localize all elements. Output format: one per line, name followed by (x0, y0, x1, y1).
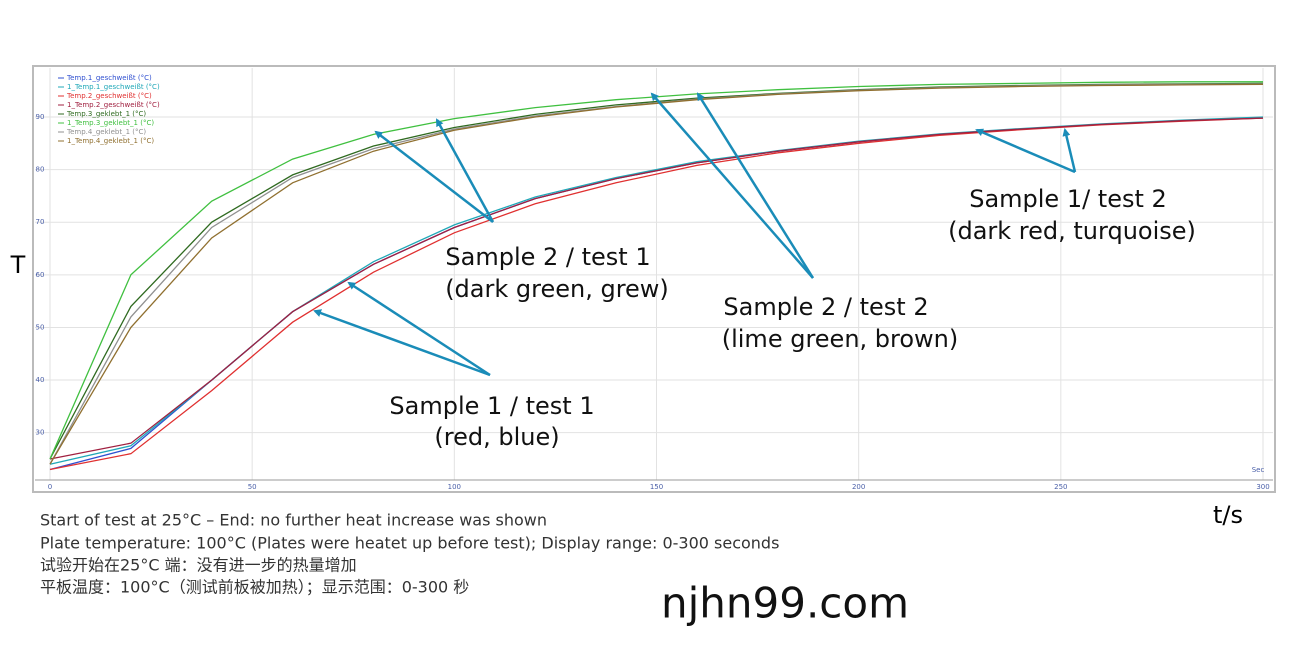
plot-frame (32, 65, 1276, 493)
y-tick-label: 60 (36, 271, 45, 279)
legend: Temp.1_geschweißt (°C)1_Temp.1_geschweiß… (58, 74, 160, 145)
x-tick-label: 50 (248, 483, 257, 491)
arrow (975, 128, 1076, 174)
y-tick-label: 80 (36, 166, 45, 174)
grid: 30 40 50 60 70 80 90 0 50 100 150 200 250 300 (35, 68, 1273, 491)
arrow (347, 281, 491, 377)
y-tick-label: 40 (36, 376, 45, 384)
legend-label: 1_Temp.2_geschweißt (°C) (67, 101, 160, 109)
y-tick-label: 90 (36, 113, 45, 121)
annotation: (lime green, brown) (722, 325, 959, 353)
y-tick-label: 50 (36, 323, 45, 331)
y-tick-label: 30 (36, 429, 45, 437)
x-tick-label: 100 (448, 483, 461, 491)
annotation: Sample 1/ test 2 (969, 185, 1167, 213)
x-axis-title: t/s (1213, 501, 1243, 529)
x-tick-label: 150 (650, 483, 663, 491)
series-line (49, 83, 1264, 465)
legend-label: Temp.2_geschweißt (°C) (66, 92, 152, 100)
note: 平板温度：100°C（测试前板被加热）；显示范围：0-300 秒 (40, 578, 469, 597)
arrows (313, 92, 1077, 377)
legend-label: 1_Temp.1_geschweißt (°C) (67, 83, 160, 91)
annotation: (dark green, grew) (445, 275, 669, 303)
watermark: njhn99.com (661, 579, 909, 628)
arrow (435, 118, 495, 223)
series-line (49, 117, 1264, 460)
note: Plate temperature: 100°C (Plates were he… (40, 534, 779, 553)
note: 试验开始在25°C 端：没有进一步的热量增加 (40, 556, 357, 575)
arrow (313, 309, 491, 377)
annotation: (red, blue) (434, 423, 559, 451)
x-tick-label: 200 (852, 483, 865, 491)
annotation: Sample 2 / test 1 (445, 243, 650, 271)
annotation: Sample 1 / test 1 (389, 392, 594, 420)
legend-label: 1_Temp.4_geklebt_1 (°C) (67, 137, 154, 145)
x-tick-label: 250 (1054, 483, 1067, 491)
arrow (696, 92, 815, 279)
arrow (650, 92, 814, 279)
arrow (1062, 128, 1077, 173)
note: Start of test at 25°C – End: no further … (40, 511, 547, 530)
legend-label: 1_Temp.3_geklebt_1 (°C) (67, 119, 154, 127)
legend-label: Temp.1_geschweißt (°C) (66, 74, 152, 82)
legend-label: Temp.3_geklebt_1 (°C) (66, 110, 146, 118)
x-tick-label: 0 (48, 483, 52, 491)
annotation: (dark red, turquoise) (948, 217, 1196, 245)
x-tick-label: 300 (1256, 483, 1269, 491)
y-axis-title: T (10, 251, 26, 279)
annotation: Sample 2 / test 2 (723, 293, 928, 321)
annotations: Sample 2 / test 1 (dark green, grew) Sampl… (389, 185, 1196, 451)
arrow (374, 130, 494, 223)
x-axis-label: Sec (1252, 466, 1265, 474)
y-tick-label: 70 (36, 218, 45, 226)
legend-label: Temp.4_geklebt_1 (°C) (66, 128, 146, 136)
